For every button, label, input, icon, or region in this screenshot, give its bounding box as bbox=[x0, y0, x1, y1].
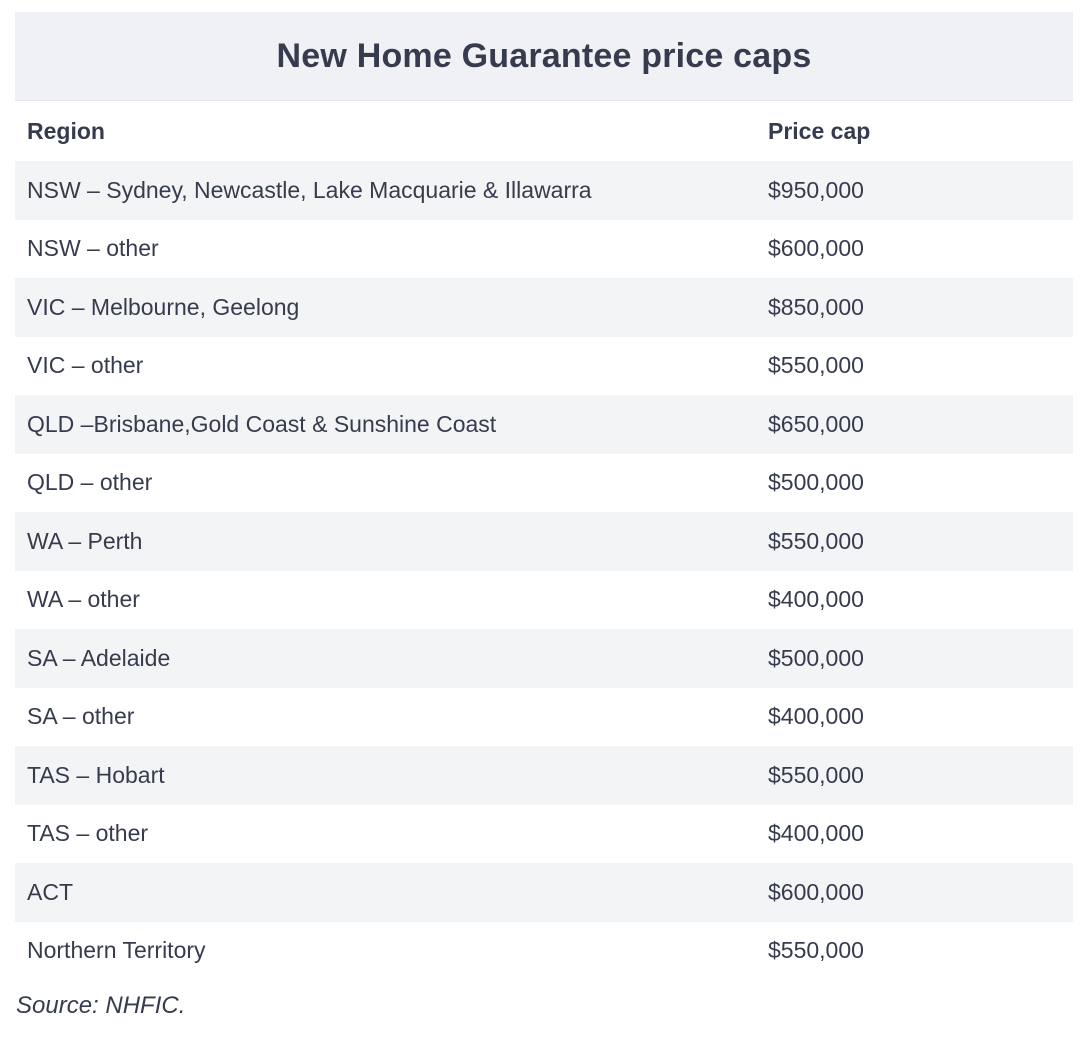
price-cap-cell: $850,000 bbox=[768, 293, 864, 320]
region-cell: Northern Territory bbox=[27, 937, 206, 964]
column-header-region: Region bbox=[27, 117, 105, 144]
region-cell: QLD –Brisbane,Gold Coast & Sunshine Coas… bbox=[27, 410, 497, 437]
table-row: VIC – Melbourne, Geelong $850,000 bbox=[15, 278, 1073, 337]
region-cell: WA – Perth bbox=[27, 527, 143, 554]
table-row: QLD – other $500,000 bbox=[15, 454, 1073, 513]
region-cell: VIC – Melbourne, Geelong bbox=[27, 293, 300, 320]
price-cap-cell: $500,000 bbox=[768, 644, 864, 671]
table-row: VIC – other $550,000 bbox=[15, 337, 1073, 396]
table-row: TAS – other $400,000 bbox=[15, 805, 1073, 864]
region-cell: NSW – other bbox=[27, 235, 159, 262]
column-header-price-cap: Price cap bbox=[768, 117, 871, 144]
region-cell: QLD – other bbox=[27, 469, 153, 496]
price-cap-cell: $650,000 bbox=[768, 410, 864, 437]
price-cap-cell: $550,000 bbox=[768, 937, 864, 964]
table-row: TAS – Hobart $550,000 bbox=[15, 746, 1073, 805]
price-cap-cell: $550,000 bbox=[768, 352, 864, 379]
region-cell: VIC – other bbox=[27, 352, 144, 379]
table-row: WA – Perth $550,000 bbox=[15, 512, 1073, 571]
table-row: WA – other $400,000 bbox=[15, 571, 1073, 630]
price-cap-cell: $500,000 bbox=[768, 469, 864, 496]
table-title: New Home Guarantee price caps bbox=[276, 36, 812, 75]
table-header-row: Region Price cap bbox=[15, 101, 1073, 161]
price-cap-cell: $400,000 bbox=[768, 586, 864, 613]
table-body: NSW – Sydney, Newcastle, Lake Macquarie … bbox=[15, 161, 1073, 980]
region-cell: ACT bbox=[27, 878, 73, 905]
price-cap-cell: $400,000 bbox=[768, 703, 864, 730]
price-cap-cell: $400,000 bbox=[768, 820, 864, 847]
table-row: SA – Adelaide $500,000 bbox=[15, 629, 1073, 688]
price-cap-cell: $550,000 bbox=[768, 527, 864, 554]
region-cell: NSW – Sydney, Newcastle, Lake Macquarie … bbox=[27, 176, 592, 203]
region-cell: WA – other bbox=[27, 586, 140, 613]
region-cell: TAS – other bbox=[27, 820, 149, 847]
price-cap-table: New Home Guarantee price caps Region Pri… bbox=[15, 12, 1073, 980]
table-row: NSW – Sydney, Newcastle, Lake Macquarie … bbox=[15, 161, 1073, 220]
table-row: Northern Territory $550,000 bbox=[15, 922, 1073, 981]
price-cap-cell: $600,000 bbox=[768, 878, 864, 905]
table-row: ACT $600,000 bbox=[15, 863, 1073, 922]
table-row: QLD –Brisbane,Gold Coast & Sunshine Coas… bbox=[15, 395, 1073, 454]
source-note: Source: NHFIC. bbox=[16, 992, 186, 1019]
price-cap-cell: $950,000 bbox=[768, 176, 864, 203]
region-cell: SA – Adelaide bbox=[27, 644, 171, 671]
price-cap-cell: $600,000 bbox=[768, 235, 864, 262]
price-cap-cell: $550,000 bbox=[768, 761, 864, 788]
region-cell: SA – other bbox=[27, 703, 135, 730]
table-title-bar: New Home Guarantee price caps bbox=[15, 12, 1073, 101]
table-row: NSW – other $600,000 bbox=[15, 220, 1073, 279]
table-row: SA – other $400,000 bbox=[15, 688, 1073, 747]
region-cell: TAS – Hobart bbox=[27, 761, 165, 788]
